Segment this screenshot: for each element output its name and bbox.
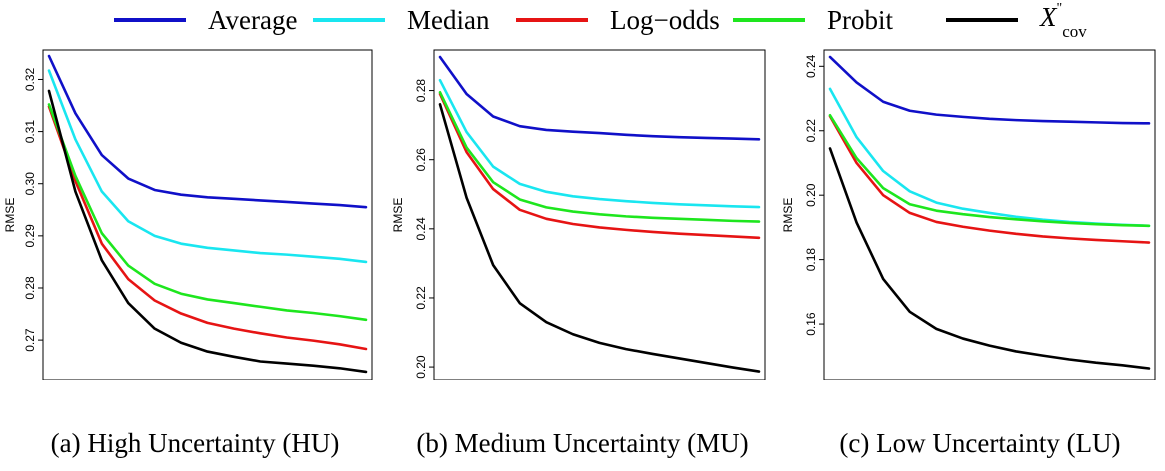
series-line-probit [438, 90, 761, 223]
plot-frame [433, 49, 766, 380]
legend-label-probit: Probit [827, 4, 894, 35]
legend-label-x-cov-sup: " [1056, 1, 1063, 17]
legend-item-median: Median [313, 2, 489, 38]
legend-swatch-probit [733, 18, 805, 22]
caption-high-uncertainty: (a) High Uncertainty (HU) [50, 428, 340, 458]
series-line-x-cov [828, 147, 1151, 370]
series-line-median [828, 87, 1151, 228]
series-line-log-odds [828, 114, 1151, 244]
legend-label-average: Average [208, 4, 298, 35]
y-tick-label: 0.30 [23, 172, 37, 196]
series-line-average [828, 55, 1151, 125]
caption-medium-uncertainty: (b) Medium Uncertainty (MU) [416, 428, 749, 458]
series-line-probit [47, 103, 368, 322]
chart-panel-high-uncertainty: 1020304050600.270.280.290.300.310.32RMSE… [3, 49, 373, 380]
series-line-x-cov [47, 89, 368, 374]
legend-label-x-cov-sub: cov [1062, 21, 1087, 41]
y-tick-label: 0.18 [804, 248, 818, 272]
legend-label-log-odds: Log−odds [610, 4, 720, 35]
chart-panel-low-uncertainty: 1020304050600.160.180.200.220.24RMSENumb… [781, 49, 1156, 380]
y-tick-label: 0.16 [804, 312, 818, 336]
y-axis-label: RMSE [3, 198, 17, 233]
y-tick-label: 0.32 [23, 67, 37, 91]
y-tick-label: 0.29 [23, 224, 37, 248]
legend-item-log-odds: Log−odds [516, 2, 720, 38]
legend-swatch-median [313, 18, 385, 22]
y-tick-label: 0.20 [414, 355, 428, 379]
y-tick-label: 0.26 [414, 148, 428, 172]
chart-panel-medium-uncertainty: 1020304050600.200.220.240.260.28RMSENumb… [391, 49, 766, 380]
plot-frame [42, 49, 373, 380]
y-tick-label: 0.22 [414, 286, 428, 310]
series-line-median [438, 78, 761, 209]
y-tick-label: 0.20 [804, 183, 818, 207]
legend-label-median: Median [407, 4, 490, 35]
legend-swatch-average [114, 18, 186, 22]
y-tick-label: 0.24 [414, 217, 428, 241]
legend-item-x-cov: X" cov [946, 1, 1087, 41]
legend-label-x-cov-base: X [1040, 2, 1057, 33]
series-line-average [438, 55, 761, 141]
plot-frame [823, 49, 1156, 380]
legend: Average Median Log−odds Probit X" cov [0, 0, 1165, 44]
series-line-log-odds [438, 92, 761, 240]
y-tick-label: 0.28 [414, 79, 428, 103]
legend-swatch-log-odds [516, 18, 588, 22]
series-line-probit [828, 113, 1151, 228]
series-line-median [47, 69, 368, 264]
y-tick-label: 0.31 [23, 120, 37, 144]
series-line-average [47, 54, 368, 209]
legend-item-average: Average [114, 2, 297, 38]
caption-low-uncertainty: (c) Low Uncertainty (LU) [839, 428, 1121, 458]
y-axis-label: RMSE [391, 198, 405, 233]
series-line-x-cov [438, 103, 761, 373]
legend-label-x-cov: X" cov [1040, 1, 1087, 40]
y-tick-label: 0.22 [804, 119, 818, 143]
y-axis-label: RMSE [781, 198, 795, 233]
y-tick-label: 0.27 [23, 328, 37, 352]
y-tick-label: 0.28 [23, 276, 37, 300]
y-tick-label: 0.24 [804, 54, 818, 78]
legend-swatch-x-cov [946, 18, 1018, 22]
legend-item-probit: Probit [733, 2, 893, 38]
series-line-log-odds [47, 105, 368, 351]
